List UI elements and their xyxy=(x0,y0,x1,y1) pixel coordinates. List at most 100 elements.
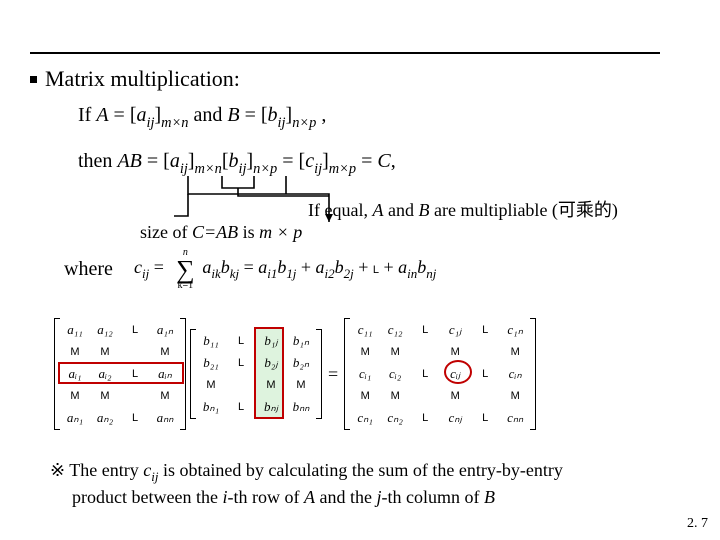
text: ] xyxy=(188,150,195,172)
text: = [ xyxy=(109,104,137,126)
text: = xyxy=(149,257,168,277)
callout-multipliable: If equal, A and B are multipliable (可乘的) xyxy=(308,196,618,222)
text: is xyxy=(238,222,259,242)
footnote: ※ The entry cij is obtained by calculati… xyxy=(50,458,660,509)
var-a: a xyxy=(170,150,180,172)
cell: a₁ₙ xyxy=(154,320,176,340)
text: = [ xyxy=(240,104,268,126)
cell: L xyxy=(230,397,252,417)
var-c: c xyxy=(134,257,142,277)
cell: L xyxy=(124,364,146,384)
cell: L xyxy=(124,408,146,428)
text: size of xyxy=(140,222,192,242)
cell: M xyxy=(94,386,116,406)
cell: cᵢ₁ xyxy=(354,364,376,384)
cell: cₙ₁ xyxy=(354,408,376,428)
matrix-A: a₁₁a₁₂La₁ₙ MMM aᵢ₁aᵢ₂Laᵢₙ MMM aₙ₁aₙ₂Laₙₙ xyxy=(54,318,186,430)
text: If equal, xyxy=(308,200,372,220)
var: b xyxy=(335,257,344,277)
text: The entry xyxy=(69,460,143,480)
cell: aₙ₁ xyxy=(64,408,86,428)
text: If xyxy=(78,104,96,126)
var-A: A xyxy=(304,487,315,507)
var-B: B xyxy=(227,104,239,126)
subscript: kj xyxy=(230,266,239,281)
var-mp: m × p xyxy=(259,222,302,242)
text: and the xyxy=(315,487,376,507)
cell xyxy=(414,342,436,362)
text: = [ xyxy=(277,150,305,172)
cell: b₁₁ xyxy=(200,331,222,351)
cell xyxy=(230,375,252,395)
heading-row: Matrix multiplication: xyxy=(30,66,240,92)
var-C: C xyxy=(377,150,390,172)
text: , xyxy=(316,104,326,126)
var-c: c xyxy=(305,150,314,172)
subscript: ij xyxy=(151,469,158,484)
cell: cᵢⱼ xyxy=(444,364,466,384)
subscript: m×n xyxy=(195,161,222,177)
cell: L xyxy=(414,408,436,428)
cell xyxy=(474,342,496,362)
text: + xyxy=(354,257,373,277)
cell: M xyxy=(154,342,176,362)
cell: b₂₁ xyxy=(200,353,222,373)
cell: cᵢₙ xyxy=(504,364,526,384)
text: = xyxy=(356,150,377,172)
var-b: b xyxy=(221,257,230,277)
subscript: ij xyxy=(278,115,286,131)
subscript: n×p xyxy=(292,115,316,131)
conclusion-line: then AB = [aij]m×n[bij]n×p = [cij]m×p = … xyxy=(78,150,396,177)
cell: cₙ₂ xyxy=(384,408,406,428)
matrix-B: b₁₁Lb₁ⱼb₁ₙ b₂₁Lb₂ⱼb₂ₙ MMM bₙ₁Lbₙⱼbₙₙ xyxy=(190,329,322,419)
text: and xyxy=(383,200,418,220)
var-A: A xyxy=(96,104,108,126)
cell: bₙ₁ xyxy=(200,397,222,417)
var-A: A xyxy=(372,200,383,220)
matrix-C: c₁₁c₁₂Lc₁ⱼLc₁ₙ MMMM cᵢ₁cᵢ₂LcᵢⱼLcᵢₙ MMMM … xyxy=(344,318,536,430)
cell: L xyxy=(474,364,496,384)
cell: M xyxy=(444,342,466,362)
var-CAB: C=AB xyxy=(192,222,238,242)
cell: M xyxy=(94,342,116,362)
subscript: m×p xyxy=(329,161,356,177)
text: then xyxy=(78,150,117,172)
cell: a₁₁ xyxy=(64,320,86,340)
subscript: ij xyxy=(147,115,155,131)
var-b: b xyxy=(268,104,278,126)
cell: L xyxy=(414,364,436,384)
footnote-line-2: product between the i-th row of A and th… xyxy=(50,485,660,509)
var-AB: AB xyxy=(117,150,141,172)
subscript: ij xyxy=(238,161,246,177)
var: a xyxy=(258,257,267,277)
cell: b₂ⱼ xyxy=(260,353,282,373)
cell: M xyxy=(64,386,86,406)
cell: c₁₁ xyxy=(354,320,376,340)
subscript: nj xyxy=(426,266,436,281)
cell: L xyxy=(124,320,146,340)
premise-line: If A = [aij]m×n and B = [bij]n×p , xyxy=(78,104,326,131)
matrix-cells: c₁₁c₁₂Lc₁ⱼLc₁ₙ MMMM cᵢ₁cᵢ₂LcᵢⱼLcᵢₙ MMMM … xyxy=(350,318,530,430)
cell: L xyxy=(230,331,252,351)
bracket-icon xyxy=(530,318,536,430)
cell: M xyxy=(444,386,466,406)
cell: M xyxy=(200,375,222,395)
sigma-symbol: n∑k=1 xyxy=(170,248,200,290)
cell: L xyxy=(414,320,436,340)
subscript: i1 xyxy=(267,266,277,281)
cell xyxy=(124,342,146,362)
cell: a₁₂ xyxy=(94,320,116,340)
cell: cₙₙ xyxy=(504,408,526,428)
reference-mark-icon: ※ xyxy=(50,460,69,480)
text: ] xyxy=(322,150,329,172)
text: + xyxy=(296,257,315,277)
var: b xyxy=(417,257,426,277)
matrix-cells: b₁₁Lb₁ⱼb₁ₙ b₂₁Lb₂ⱼb₂ₙ MMM bₙ₁Lbₙⱼbₙₙ xyxy=(196,329,316,419)
cell xyxy=(414,386,436,406)
cell: M xyxy=(354,342,376,362)
cell: M xyxy=(154,386,176,406)
cell: c₁ⱼ xyxy=(444,320,466,340)
text: are multipliable (可乘的) xyxy=(429,200,617,220)
var: a xyxy=(316,257,325,277)
cell: b₂ₙ xyxy=(290,353,312,373)
